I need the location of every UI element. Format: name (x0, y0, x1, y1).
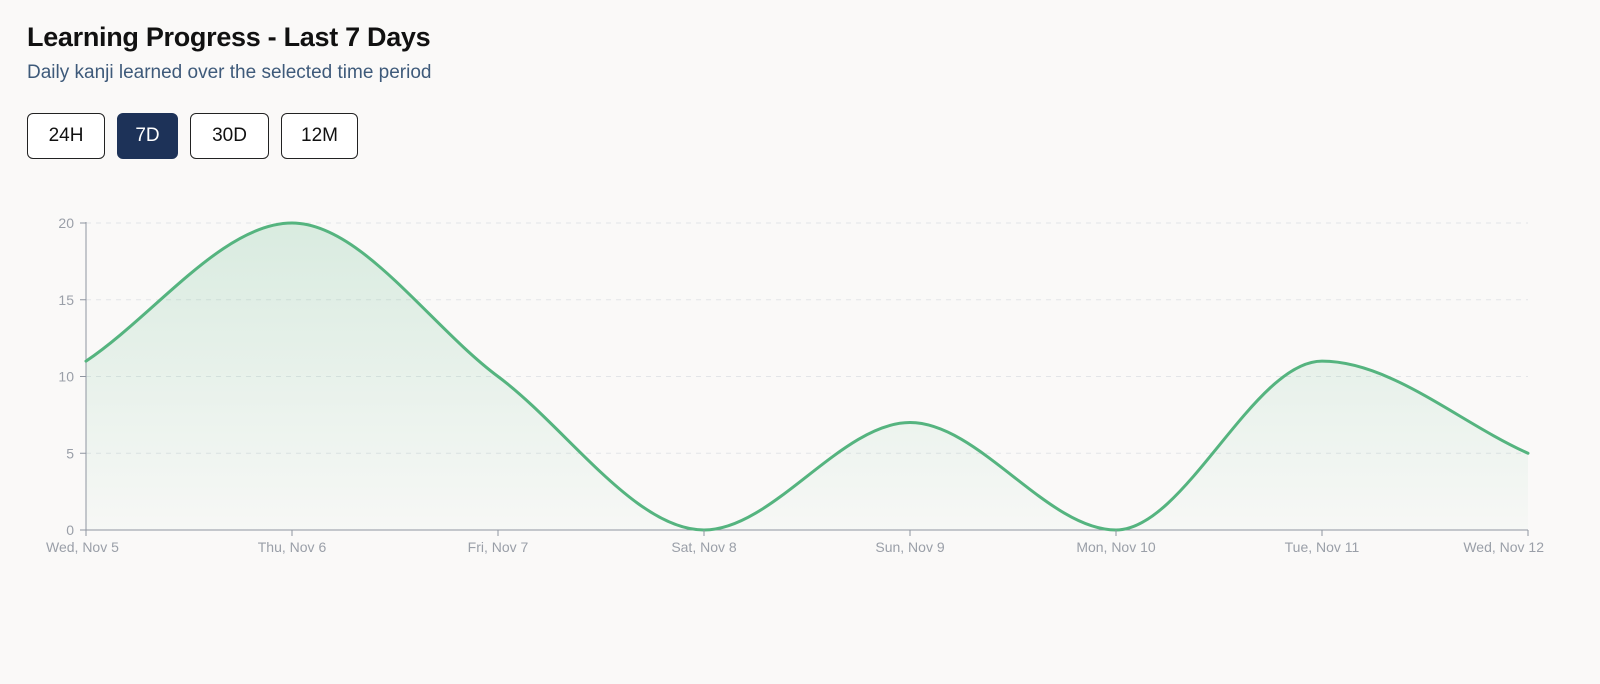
y-tick-label: 15 (58, 292, 74, 308)
data-point[interactable] (904, 417, 916, 429)
chart-subtitle: Daily kanji learned over the selected ti… (27, 62, 432, 83)
x-tick-label: Sun, Nov 9 (875, 539, 944, 555)
x-tick-label: Wed, Nov 12 (1463, 539, 1544, 555)
series-line-group (84, 221, 1530, 532)
chart-title: Learning Progress - Last 7 Days (27, 22, 431, 52)
range-button-30d[interactable]: 30D (190, 113, 269, 159)
data-point[interactable] (1316, 355, 1328, 367)
time-range-selector: 24H 7D 30D 12M (27, 113, 358, 159)
x-tick-label: Wed, Nov 5 (46, 539, 119, 555)
x-axis-ticks: Wed, Nov 5 Thu, Nov 6 Fri, Nov 7 Sat, Nov 8… (46, 530, 1544, 555)
x-tick-label: Thu, Nov 6 (258, 539, 327, 555)
data-point[interactable] (80, 355, 92, 367)
y-axis-ticks: 0 5 10 15 20 (58, 215, 86, 538)
series-line (84, 221, 1530, 532)
x-tick-label: Sat, Nov 8 (671, 539, 737, 555)
x-tick-label: Tue, Nov 11 (1285, 539, 1360, 555)
data-point[interactable] (1110, 524, 1122, 536)
range-button-24h[interactable]: 24H (27, 113, 105, 159)
data-point[interactable] (286, 217, 298, 229)
y-tick-label: 5 (66, 445, 74, 461)
area-fill-group (86, 223, 1528, 530)
data-point[interactable] (1522, 447, 1534, 459)
x-tick-label: Fri, Nov 7 (468, 539, 529, 555)
area-fill (86, 223, 1528, 530)
range-button-12m[interactable]: 12M (281, 113, 358, 159)
data-point[interactable] (492, 371, 504, 383)
x-tick-label: Mon, Nov 10 (1076, 539, 1156, 555)
y-tick-label: 20 (58, 215, 74, 231)
data-point[interactable] (698, 524, 710, 536)
y-tick-label: 10 (58, 369, 74, 385)
y-tick-label: 0 (66, 522, 74, 538)
range-button-7d[interactable]: 7D (117, 113, 178, 159)
